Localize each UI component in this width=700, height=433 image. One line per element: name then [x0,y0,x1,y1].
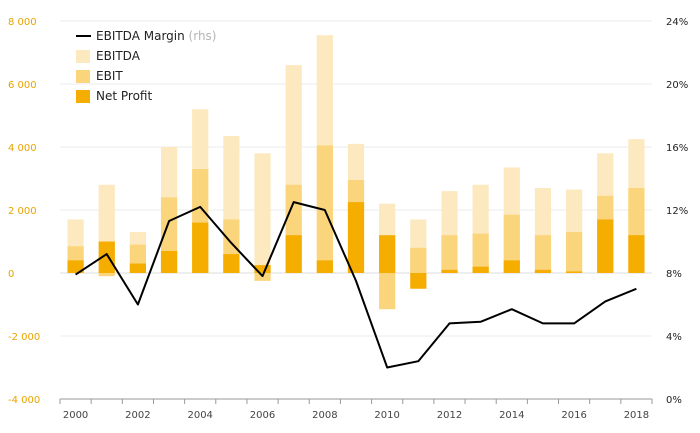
y-right-tick-label: 4% [666,332,682,343]
y-right-tick-label: 8% [666,269,682,280]
x-tick-label: 2016 [561,410,586,421]
bar-net-profit [98,241,115,273]
legend-label-ebitda: EBITDA [96,49,141,63]
legend-swatch-ebit [76,70,90,83]
bar-ebit [98,273,115,277]
y-left-tick-label: 4 000 [8,143,37,154]
bar-ebit [566,232,583,273]
bar-net-profit [160,250,178,273]
bar-net-profit [628,235,645,273]
y-left-tick-label: 6 000 [8,80,37,91]
bar-net-profit [441,269,458,273]
bar-net-profit [347,202,365,273]
bar-net-profit [410,273,427,289]
bars [67,35,645,310]
x-tick-label: 2010 [374,410,399,421]
y-left-tick-label: -2 000 [8,332,40,343]
x-tick-label: 2000 [63,410,88,421]
legend-label-suffix: (rhs) [185,29,217,43]
y-left-tick-label: 0 [8,269,14,280]
x-tick-label: 2018 [624,410,649,421]
y-right-tick-label: 16% [666,143,688,154]
bar-net-profit [534,269,552,273]
x-tick-label: 2004 [187,410,212,421]
x-tick-label: 2008 [312,410,337,421]
y-right-tick-label: 20% [666,80,688,91]
bar-ebitda [254,153,271,273]
bar-net-profit [566,271,583,273]
ebitda-margin-line [75,201,637,369]
y-left-tick-label: 2 000 [8,206,37,217]
bar-net-profit [472,266,489,273]
bar-net-profit [129,263,146,273]
y-right-tick-label: 24% [666,17,688,28]
bar-ebit [534,235,552,273]
legend-label-net-profit: Net Profit [96,89,152,103]
x-tick-label: 2012 [437,410,462,421]
bar-net-profit [316,260,333,273]
x-tick-label: 2002 [125,410,150,421]
bar-net-profit [254,265,271,273]
axes: -4 000 -2 000 0 2 000 4 000 6 000 8 000 0% 4% 8% 1… [8,17,688,421]
y-right-tick-label: 12% [666,206,688,217]
legend-label-ebitda-margin: EBITDA Margin (rhs) [96,29,217,43]
bar-ebit [379,273,396,310]
legend: EBITDA Margin (rhs) EBITDA EBIT Net Profit [76,29,217,103]
legend-swatch-ebitda [76,50,90,63]
legend-label-ebit: EBIT [96,69,123,83]
bar-net-profit [379,235,396,273]
bar-net-profit [223,254,240,273]
y-left-tick-label: 8 000 [8,17,37,28]
x-tick-label: 2006 [250,410,275,421]
bar-ebit [410,247,427,273]
bar-ebit [472,233,489,273]
legend-swatch-net-profit [76,90,90,103]
x-tick-label: 2014 [499,410,524,421]
bar-ebit [441,235,458,273]
margin-line-layer [75,201,637,369]
bar-net-profit [503,260,520,273]
bar-net-profit [285,235,302,273]
y-right-tick-label: 0% [666,395,682,406]
bar-net-profit [597,219,614,273]
bar-ebit [503,214,520,273]
bar-net-profit [67,260,84,273]
y-left-tick-label: -4 000 [8,395,40,406]
bar-net-profit [192,222,209,273]
